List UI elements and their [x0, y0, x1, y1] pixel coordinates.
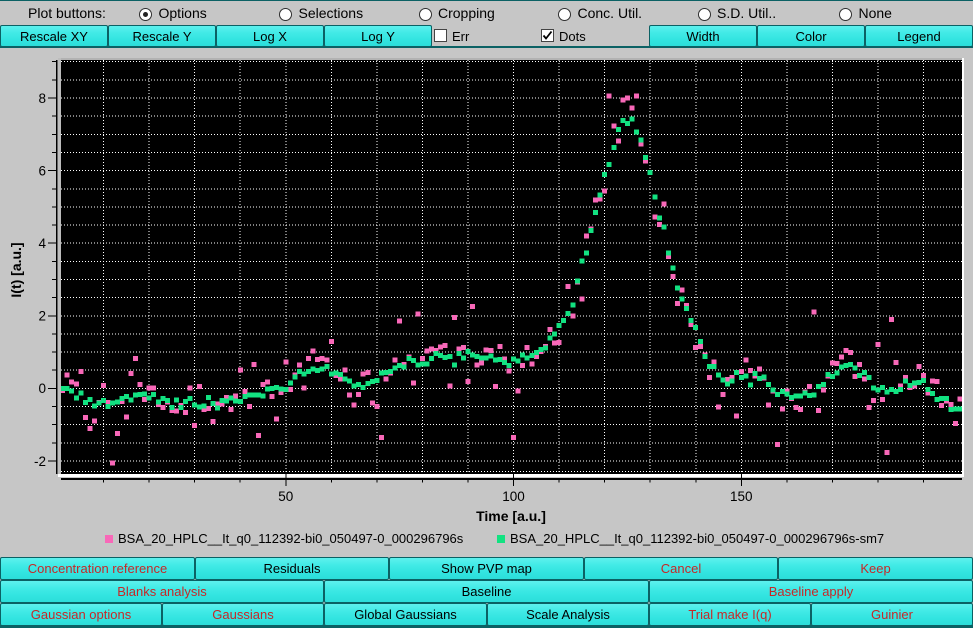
svg-text:50: 50 [278, 489, 293, 504]
svg-text:150: 150 [730, 489, 753, 504]
svg-text:4: 4 [38, 236, 46, 251]
svg-text:-2: -2 [34, 454, 46, 469]
svg-text:BSA_20_HPLC__It_q0_112392-bi0_: BSA_20_HPLC__It_q0_112392-bi0_050497-0_0… [510, 531, 884, 546]
svg-text:6: 6 [38, 163, 46, 178]
svg-text:8: 8 [38, 91, 46, 106]
svg-text:0: 0 [38, 381, 46, 396]
svg-text:I(t) [a.u.]: I(t) [a.u.] [8, 242, 24, 297]
svg-text:Time [a.u.]: Time [a.u.] [476, 508, 546, 524]
svg-text:BSA_20_HPLC__It_q0_112392-bi0_: BSA_20_HPLC__It_q0_112392-bi0_050497-0_0… [118, 531, 464, 546]
svg-text:100: 100 [502, 489, 525, 504]
svg-text:2: 2 [38, 309, 46, 324]
